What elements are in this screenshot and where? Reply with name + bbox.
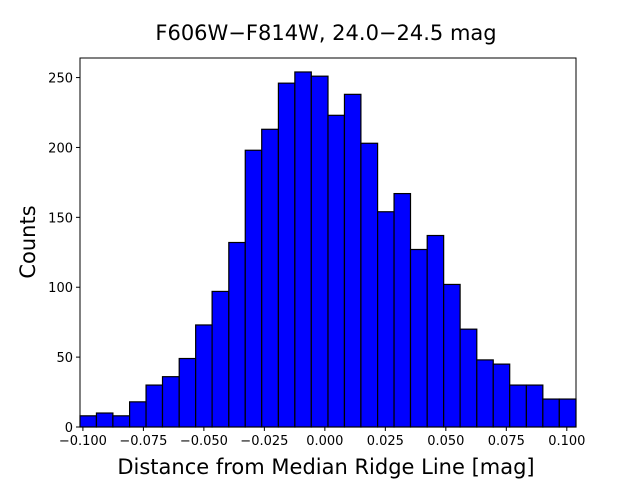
x-tick-label: 0.000 bbox=[306, 434, 343, 449]
x-tick-label: 0.050 bbox=[427, 434, 464, 449]
bar bbox=[459, 328, 478, 428]
bar bbox=[426, 234, 445, 428]
bar bbox=[409, 248, 428, 428]
bar bbox=[95, 412, 114, 428]
y-tick-label: 200 bbox=[48, 141, 73, 156]
bar bbox=[327, 114, 346, 428]
bar bbox=[145, 384, 164, 428]
bar bbox=[492, 363, 511, 428]
bar bbox=[277, 82, 296, 428]
chart-title: F606W−F814W, 24.0−24.5 mag bbox=[155, 21, 496, 45]
bar bbox=[525, 384, 544, 428]
bar bbox=[129, 401, 147, 428]
y-axis-label: Counts bbox=[16, 205, 40, 278]
y-tick-label: 0 bbox=[65, 421, 73, 436]
bar bbox=[211, 290, 230, 428]
plot-area bbox=[79, 71, 577, 428]
bar bbox=[443, 283, 461, 428]
bar bbox=[377, 211, 395, 428]
bar bbox=[542, 398, 560, 428]
x-tick-label: −0.050 bbox=[180, 434, 228, 449]
x-tick-label: −0.025 bbox=[240, 434, 288, 449]
x-tick-label: 0.025 bbox=[367, 434, 404, 449]
bar bbox=[178, 357, 197, 428]
bar bbox=[310, 75, 329, 428]
x-axis-label: Distance from Median Ridge Line [mag] bbox=[117, 455, 534, 479]
bar bbox=[509, 384, 527, 428]
y-tick-label: 250 bbox=[48, 72, 73, 87]
bar bbox=[79, 415, 98, 428]
x-tick-label: −0.075 bbox=[119, 434, 167, 449]
bar bbox=[343, 93, 362, 428]
bar bbox=[261, 128, 279, 428]
bar bbox=[393, 192, 412, 428]
bar bbox=[161, 376, 180, 428]
bar bbox=[294, 71, 312, 428]
y-tick-label: 150 bbox=[48, 211, 73, 226]
x-tick-label: 0.100 bbox=[548, 434, 585, 449]
axes-frame bbox=[79, 57, 577, 428]
bar bbox=[112, 415, 131, 428]
x-tick-label: −0.100 bbox=[59, 434, 107, 449]
x-tick-label: 0.075 bbox=[488, 434, 525, 449]
y-tick-label: 100 bbox=[48, 281, 73, 296]
bar bbox=[558, 398, 577, 428]
y-tick-label: 50 bbox=[56, 351, 73, 366]
bar bbox=[195, 324, 213, 428]
bar bbox=[228, 241, 246, 428]
bar bbox=[360, 142, 379, 428]
bar bbox=[476, 359, 494, 428]
bar bbox=[244, 149, 263, 428]
